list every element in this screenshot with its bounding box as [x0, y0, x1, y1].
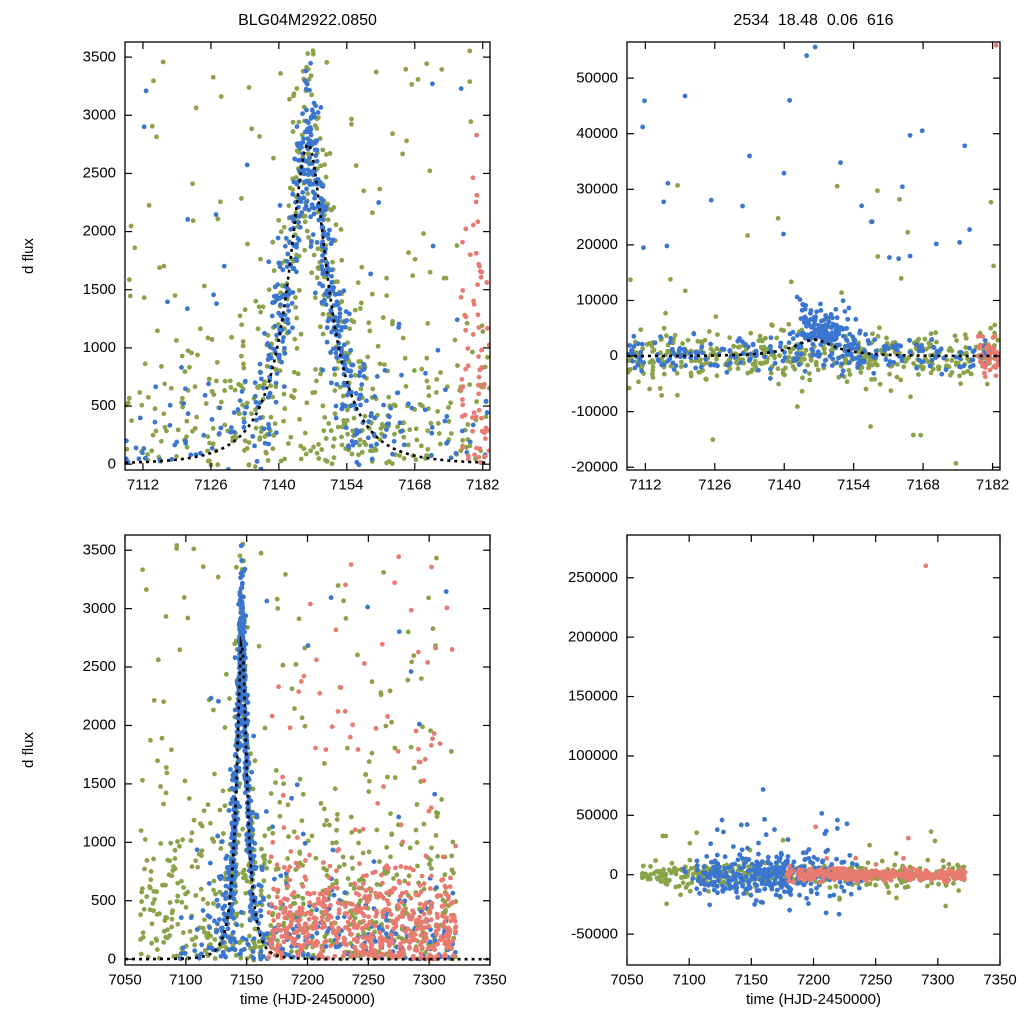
y-axis-label-bottom: d flux: [20, 732, 37, 768]
y-axis-label-top: d flux: [20, 238, 37, 274]
chart-title-left: BLG04M2922.0850: [238, 12, 377, 29]
x-axis-label-left: time (HJD-2450000): [239, 991, 376, 1008]
chart-title-right: 2534 18.48 0.06 616: [733, 12, 894, 29]
x-axis-label-right: time (HJD-2450000): [745, 991, 882, 1008]
